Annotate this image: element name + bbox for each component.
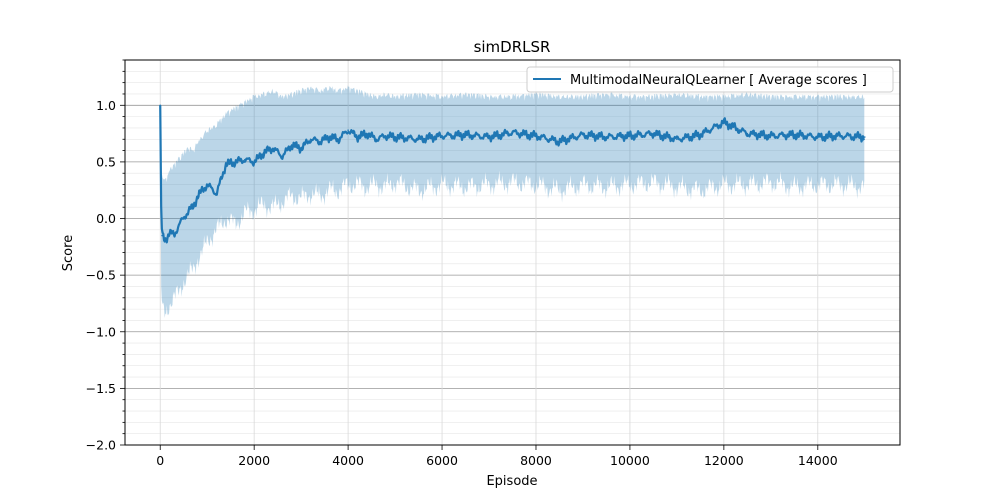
data-point xyxy=(488,136,490,138)
std-band xyxy=(160,85,865,318)
data-point xyxy=(817,136,819,138)
data-point xyxy=(417,138,420,141)
x-tick-label: 14000 xyxy=(798,453,838,468)
y-tick-label: 0.0 xyxy=(96,211,116,226)
data-point xyxy=(347,129,349,132)
y-tick-label: −2.0 xyxy=(86,438,116,453)
data-point xyxy=(328,136,331,138)
data-point xyxy=(652,132,655,135)
data-point xyxy=(168,231,171,233)
data-point xyxy=(511,131,514,134)
data-point xyxy=(676,138,678,141)
data-point xyxy=(356,136,359,138)
y-tick-label: 1.0 xyxy=(96,98,116,113)
data-point xyxy=(243,158,246,161)
data-point xyxy=(173,234,176,237)
y-tick-label: 0.5 xyxy=(96,154,116,169)
data-point xyxy=(770,135,772,137)
data-point xyxy=(197,195,199,197)
data-point xyxy=(225,163,227,165)
data-point xyxy=(863,136,866,138)
y-tick-label: −0.5 xyxy=(86,268,116,283)
data-point xyxy=(164,240,166,242)
x-tick-label: 4000 xyxy=(332,453,364,468)
y-tick-label: −1.0 xyxy=(86,324,116,339)
data-point xyxy=(464,133,467,136)
data-point xyxy=(746,132,749,135)
tick-layer: 0 2000 4000 6000 8000 10000 12000 14000 −2.0 −1.5… xyxy=(86,59,838,468)
y-axis-label: Score xyxy=(61,235,76,271)
data-point xyxy=(215,192,218,195)
x-tick-label: 6000 xyxy=(426,453,458,468)
data-point xyxy=(206,183,208,186)
x-tick-label: 0 xyxy=(156,453,164,468)
data-point xyxy=(441,135,443,137)
y-tick-label: −1.5 xyxy=(86,381,116,396)
chart-title: simDRLSR xyxy=(474,38,551,56)
data-point xyxy=(723,121,725,124)
data-point xyxy=(605,136,608,138)
data-point xyxy=(159,104,162,107)
x-tick-label: 10000 xyxy=(610,453,650,468)
data-point xyxy=(309,138,312,141)
data-point xyxy=(394,136,396,138)
data-point xyxy=(384,135,387,137)
data-point xyxy=(375,138,378,141)
data-point xyxy=(187,209,190,212)
data-point xyxy=(234,161,237,163)
series-line-layer xyxy=(159,104,866,244)
data-point xyxy=(300,147,302,150)
legend-box xyxy=(526,66,894,93)
data-point xyxy=(366,132,368,135)
x-tick-label: 8000 xyxy=(520,453,552,468)
data-point xyxy=(182,217,185,220)
data-point xyxy=(840,135,843,137)
data-point xyxy=(582,133,584,136)
data-point xyxy=(793,133,796,136)
data-point xyxy=(281,155,284,158)
legend-entry: MultimodalNeuralQLearner [ Average score… xyxy=(570,73,867,88)
data-point xyxy=(161,234,163,237)
data-point xyxy=(253,161,255,163)
data-point xyxy=(262,152,265,154)
data-point xyxy=(535,135,537,137)
data-point xyxy=(558,140,561,143)
data-point xyxy=(160,206,162,209)
legend: MultimodalNeuralQLearner [ Average score… xyxy=(526,66,894,93)
data-point xyxy=(178,223,180,225)
data-point xyxy=(192,206,194,209)
data-point xyxy=(337,138,340,141)
data-point xyxy=(201,189,204,192)
x-axis-label: Episode xyxy=(486,474,537,489)
data-point xyxy=(699,133,702,136)
data-point xyxy=(290,144,293,146)
x-tick-label: 12000 xyxy=(704,453,744,468)
confidence-band-layer xyxy=(160,85,865,318)
x-tick-label: 2000 xyxy=(238,453,270,468)
data-point xyxy=(629,135,631,137)
data-point xyxy=(272,147,274,150)
data-point xyxy=(319,140,321,143)
